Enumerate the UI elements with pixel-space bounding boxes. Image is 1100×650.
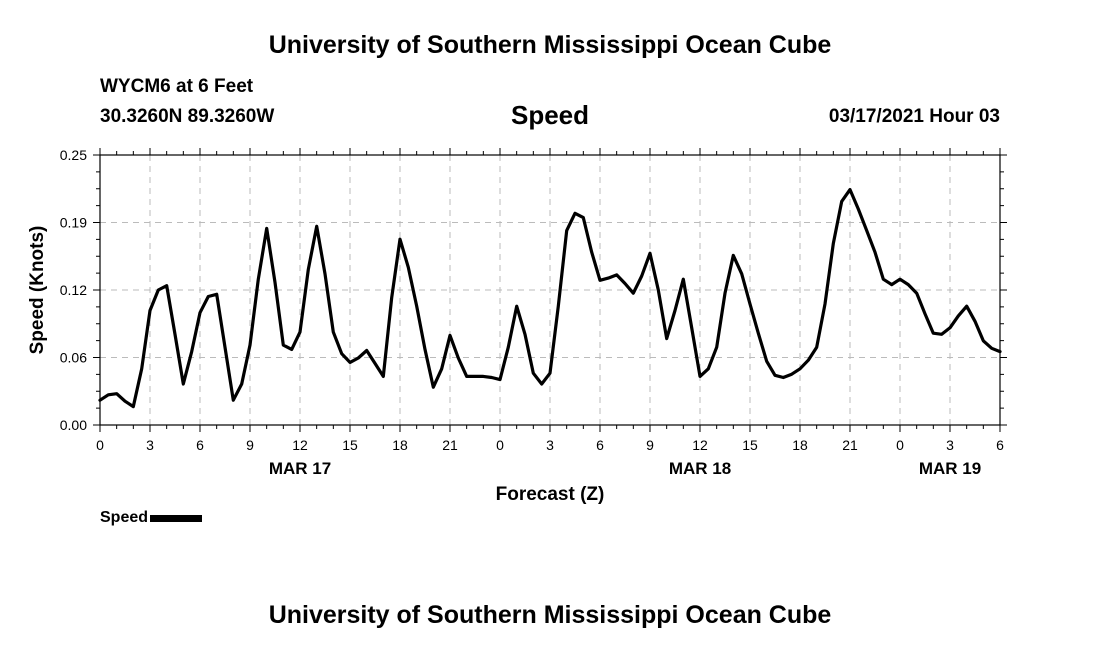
x-tick-label: 18: [792, 437, 808, 453]
x-tick-label: 9: [246, 437, 254, 453]
x-tick-label: 9: [646, 437, 654, 453]
x-tick-label: 21: [442, 437, 458, 453]
date-label: MAR 18: [669, 459, 731, 478]
datetime-label: 03/17/2021 Hour 03: [828, 106, 1000, 127]
x-tick-label: 18: [392, 437, 408, 453]
station-label: WYCM6 at 6 Feet: [100, 76, 254, 97]
x-tick-label: 0: [96, 437, 104, 453]
coordinates-label: 30.3260N 89.3260W: [100, 106, 275, 127]
x-axis-title: Forecast (Z): [496, 484, 605, 505]
x-tick-label: 21: [842, 437, 858, 453]
x-tick-label: 15: [742, 437, 758, 453]
series-line-speed: [98, 188, 1002, 409]
date-label: MAR 17: [269, 459, 331, 478]
y-tick-label: 0.12: [60, 282, 87, 298]
y-tick-label: 0.19: [60, 215, 87, 231]
x-tick-label: 3: [946, 437, 954, 453]
x-tick-label: 6: [196, 437, 204, 453]
x-tick-label: 3: [146, 437, 154, 453]
date-label: MAR 19: [919, 459, 981, 478]
legend: Speed: [100, 509, 203, 527]
y-tick-label: 0.25: [60, 147, 87, 163]
y-tick-label: 0.06: [60, 350, 87, 366]
x-tick-label: 0: [896, 437, 904, 453]
x-tick-label: 3: [546, 437, 554, 453]
x-tick-label: 0: [496, 437, 504, 453]
page-title: University of Southern Mississippi Ocean…: [268, 31, 832, 59]
x-tick-label: 12: [692, 437, 708, 453]
legend-label: Speed: [100, 509, 149, 526]
y-axis-title: Speed (Knots): [27, 226, 48, 355]
chart-title: Speed: [510, 100, 590, 130]
x-tick-label: 15: [342, 437, 358, 453]
footer-title: University of Southern Mississippi Ocean…: [268, 601, 832, 629]
x-tick-label: 12: [292, 437, 308, 453]
legend-swatch: [150, 514, 203, 522]
x-tick-label: 6: [996, 437, 1004, 453]
x-tick-label: 6: [596, 437, 604, 453]
y-tick-label: 0.00: [60, 417, 87, 433]
